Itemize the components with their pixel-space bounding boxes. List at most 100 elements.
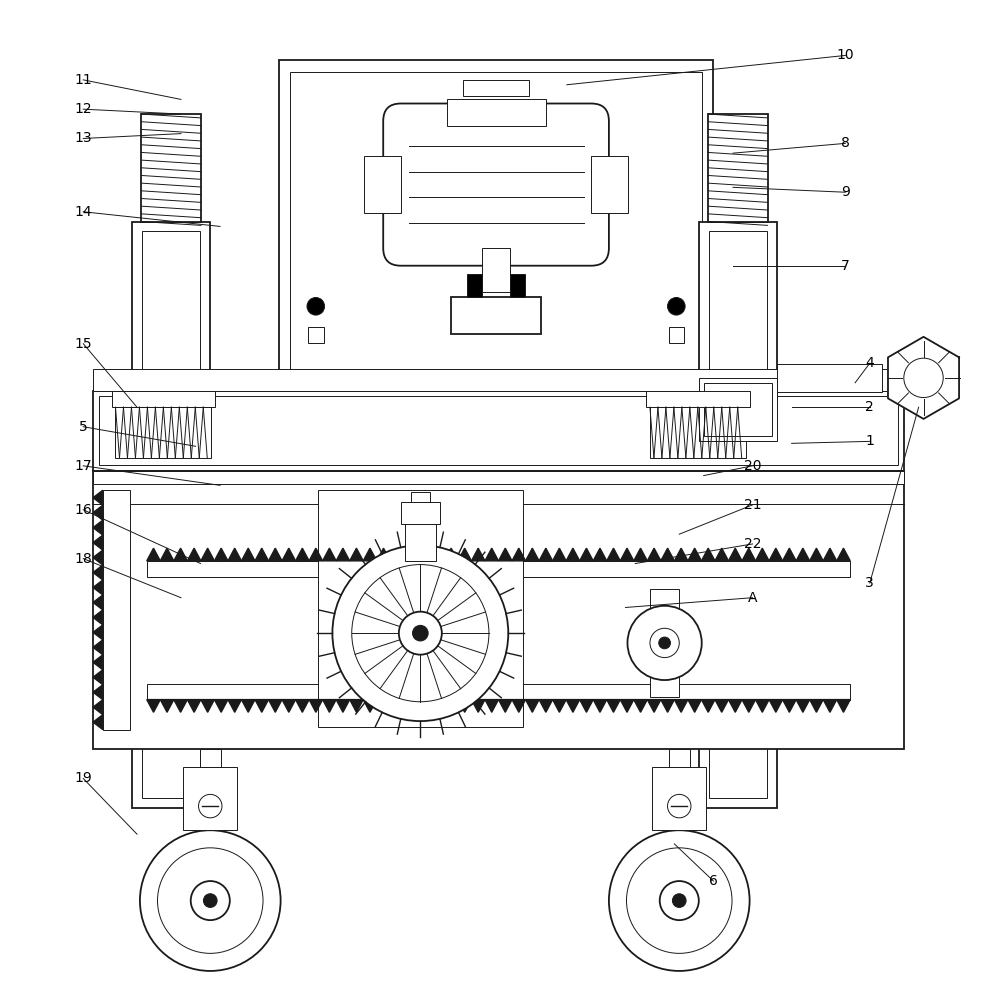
Polygon shape xyxy=(309,548,323,561)
Bar xyxy=(451,297,541,334)
Polygon shape xyxy=(268,700,282,712)
Bar xyxy=(708,114,768,222)
Text: 9: 9 xyxy=(840,185,849,199)
Polygon shape xyxy=(323,700,336,712)
Bar xyxy=(93,369,904,391)
Circle shape xyxy=(307,298,325,315)
Polygon shape xyxy=(336,548,350,561)
Bar xyxy=(147,684,850,700)
Polygon shape xyxy=(431,548,445,561)
Polygon shape xyxy=(255,700,268,712)
Bar xyxy=(132,222,210,808)
Bar xyxy=(411,492,430,502)
Bar xyxy=(650,407,746,458)
Polygon shape xyxy=(282,700,295,712)
Polygon shape xyxy=(498,548,512,561)
Polygon shape xyxy=(566,548,579,561)
Polygon shape xyxy=(607,548,620,561)
Text: 6: 6 xyxy=(709,874,718,888)
FancyBboxPatch shape xyxy=(383,104,609,266)
Circle shape xyxy=(190,881,229,920)
Circle shape xyxy=(158,848,263,953)
Text: 8: 8 xyxy=(840,136,849,150)
Polygon shape xyxy=(566,700,579,712)
Polygon shape xyxy=(93,505,103,520)
Text: 14: 14 xyxy=(75,205,92,219)
Bar xyxy=(112,391,215,407)
Polygon shape xyxy=(404,548,418,561)
Polygon shape xyxy=(241,548,255,561)
Polygon shape xyxy=(228,548,241,561)
Bar xyxy=(142,114,200,222)
Polygon shape xyxy=(268,548,282,561)
Polygon shape xyxy=(756,548,769,561)
Polygon shape xyxy=(418,548,431,561)
Polygon shape xyxy=(836,700,850,712)
Bar xyxy=(699,379,777,400)
Polygon shape xyxy=(93,535,103,550)
Polygon shape xyxy=(187,700,200,712)
Bar xyxy=(646,391,750,407)
Text: 12: 12 xyxy=(75,102,92,116)
Polygon shape xyxy=(93,670,103,685)
Bar xyxy=(483,248,509,292)
Polygon shape xyxy=(634,700,647,712)
Text: 13: 13 xyxy=(75,131,92,145)
Polygon shape xyxy=(93,490,103,505)
Polygon shape xyxy=(241,700,255,712)
Circle shape xyxy=(672,894,686,907)
Polygon shape xyxy=(783,700,797,712)
Polygon shape xyxy=(688,548,702,561)
Polygon shape xyxy=(93,700,103,715)
Polygon shape xyxy=(323,548,336,561)
Text: 3: 3 xyxy=(865,576,874,590)
Polygon shape xyxy=(377,548,390,561)
Polygon shape xyxy=(810,700,824,712)
Bar xyxy=(103,490,131,730)
Circle shape xyxy=(668,298,685,315)
Text: 17: 17 xyxy=(75,459,92,473)
Polygon shape xyxy=(824,548,836,561)
Bar xyxy=(93,391,904,471)
Polygon shape xyxy=(742,700,756,712)
Polygon shape xyxy=(810,548,824,561)
Polygon shape xyxy=(93,520,103,535)
Polygon shape xyxy=(647,548,661,561)
Bar xyxy=(405,524,436,561)
Polygon shape xyxy=(93,640,103,655)
Polygon shape xyxy=(458,700,472,712)
Polygon shape xyxy=(769,700,783,712)
Bar xyxy=(777,364,882,392)
Polygon shape xyxy=(472,700,485,712)
Polygon shape xyxy=(593,548,607,561)
Polygon shape xyxy=(93,610,103,625)
Polygon shape xyxy=(431,700,445,712)
Polygon shape xyxy=(702,700,715,712)
Polygon shape xyxy=(661,548,674,561)
Polygon shape xyxy=(350,548,363,561)
Bar xyxy=(318,490,522,727)
Circle shape xyxy=(203,894,217,907)
Polygon shape xyxy=(674,700,688,712)
Bar xyxy=(699,378,777,441)
Polygon shape xyxy=(309,700,323,712)
Polygon shape xyxy=(350,700,363,712)
Bar xyxy=(116,407,211,458)
Polygon shape xyxy=(512,548,525,561)
Bar xyxy=(591,156,628,213)
Polygon shape xyxy=(161,700,173,712)
Polygon shape xyxy=(729,700,742,712)
Text: 21: 21 xyxy=(744,498,762,512)
Bar xyxy=(652,767,706,830)
Polygon shape xyxy=(607,700,620,712)
Polygon shape xyxy=(783,548,797,561)
Bar xyxy=(147,561,850,577)
Polygon shape xyxy=(525,700,539,712)
Bar xyxy=(93,471,904,749)
Polygon shape xyxy=(647,700,661,712)
Polygon shape xyxy=(147,700,161,712)
Text: 20: 20 xyxy=(744,459,762,473)
Polygon shape xyxy=(525,548,539,561)
Bar xyxy=(669,749,690,767)
Polygon shape xyxy=(674,548,688,561)
